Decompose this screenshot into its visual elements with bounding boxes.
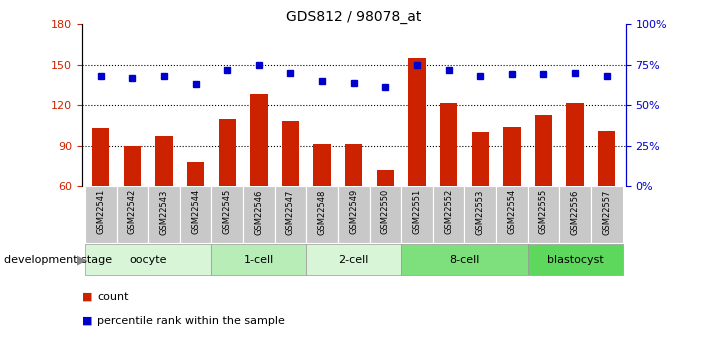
Bar: [211, 186, 243, 243]
Text: percentile rank within the sample: percentile rank within the sample: [97, 316, 285, 326]
Bar: [370, 186, 401, 243]
Bar: [598, 131, 616, 186]
Text: oocyte: oocyte: [129, 255, 167, 265]
Bar: [433, 186, 464, 243]
Text: GSM22554: GSM22554: [508, 189, 516, 234]
Bar: [464, 186, 496, 243]
Bar: [503, 127, 520, 186]
Text: GSM22546: GSM22546: [255, 189, 263, 235]
Bar: [148, 186, 180, 243]
Text: GSM22542: GSM22542: [128, 189, 137, 234]
Text: ■: ■: [82, 316, 92, 326]
Text: GSM22543: GSM22543: [159, 189, 169, 235]
Text: development stage: development stage: [4, 255, 112, 265]
Bar: [180, 186, 211, 243]
Text: 8-cell: 8-cell: [449, 255, 480, 265]
Text: 1-cell: 1-cell: [244, 255, 274, 265]
Bar: [401, 186, 433, 243]
Text: GSM22548: GSM22548: [318, 189, 326, 235]
Bar: [567, 102, 584, 186]
Bar: [338, 186, 370, 243]
Text: count: count: [97, 292, 129, 302]
Bar: [282, 121, 299, 186]
Bar: [250, 95, 267, 186]
Bar: [528, 244, 623, 275]
Text: GSM22557: GSM22557: [602, 189, 611, 235]
Bar: [496, 186, 528, 243]
Text: GSM22555: GSM22555: [539, 189, 548, 234]
Bar: [535, 115, 552, 186]
Bar: [408, 58, 426, 186]
Bar: [85, 186, 117, 243]
Bar: [560, 186, 591, 243]
Text: GSM22544: GSM22544: [191, 189, 200, 234]
Bar: [218, 119, 236, 186]
Text: 2-cell: 2-cell: [338, 255, 369, 265]
Bar: [124, 146, 141, 186]
Bar: [306, 186, 338, 243]
Bar: [155, 136, 173, 186]
Bar: [117, 186, 148, 243]
Bar: [345, 145, 363, 186]
Text: GDS812 / 98078_at: GDS812 / 98078_at: [286, 10, 422, 24]
Text: GSM22545: GSM22545: [223, 189, 232, 234]
Bar: [187, 162, 204, 186]
Bar: [440, 102, 457, 186]
Bar: [528, 186, 560, 243]
Bar: [243, 186, 274, 243]
Text: GSM22547: GSM22547: [286, 189, 295, 235]
Text: GSM22550: GSM22550: [381, 189, 390, 234]
Bar: [401, 244, 528, 275]
Bar: [211, 244, 306, 275]
Text: GSM22549: GSM22549: [349, 189, 358, 234]
Bar: [306, 244, 401, 275]
Text: GSM22553: GSM22553: [476, 189, 485, 235]
Bar: [92, 128, 109, 186]
Bar: [274, 186, 306, 243]
Text: GSM22541: GSM22541: [96, 189, 105, 234]
Text: GSM22556: GSM22556: [571, 189, 579, 235]
Bar: [471, 132, 489, 186]
Text: GSM22552: GSM22552: [444, 189, 453, 234]
Bar: [591, 186, 623, 243]
Text: ■: ■: [82, 292, 92, 302]
Bar: [85, 244, 211, 275]
Bar: [377, 170, 394, 186]
Bar: [314, 145, 331, 186]
Text: blastocyst: blastocyst: [547, 255, 604, 265]
Text: GSM22551: GSM22551: [412, 189, 422, 234]
Text: ▶: ▶: [77, 253, 87, 266]
